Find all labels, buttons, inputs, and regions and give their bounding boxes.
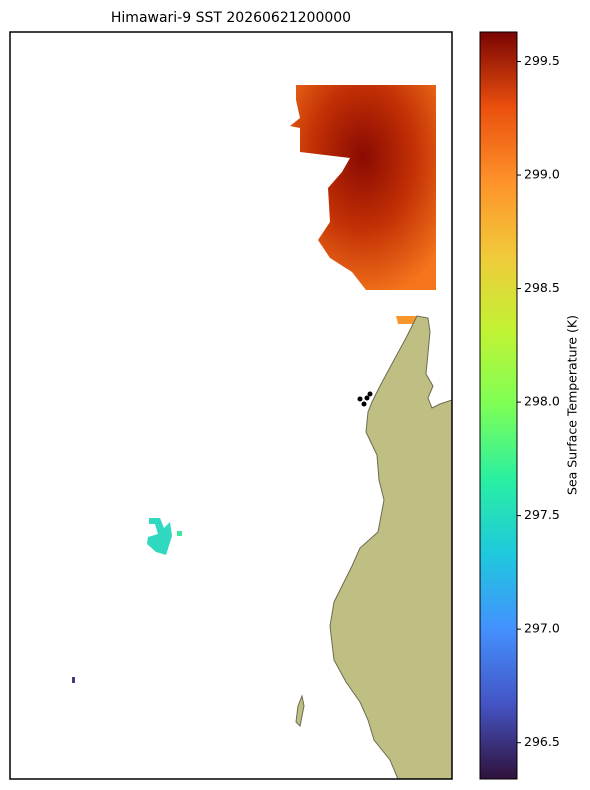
colorbar-tick-label: 297.5	[524, 507, 560, 522]
colorbar-tick-label: 299.5	[524, 53, 560, 68]
colorbar-tick-label: 299.0	[524, 167, 560, 182]
colorbar-tick-label: 298.5	[524, 280, 560, 295]
map	[9, 31, 453, 780]
sst-patch	[72, 677, 75, 683]
sst-patch	[290, 85, 436, 290]
title: Himawari-9 SST 20260621200000	[111, 10, 351, 26]
colorbar-tick-label: 297.0	[524, 621, 560, 636]
sst-patch	[177, 531, 182, 536]
colorbar-tick-label: 296.5	[524, 734, 560, 749]
island	[295, 694, 305, 728]
land	[329, 315, 453, 780]
sst-patch	[396, 316, 418, 324]
colorbar	[479, 31, 518, 780]
points	[357, 391, 373, 407]
map-frame	[9, 31, 453, 780]
colorbar-label: Sea Surface Temperature (K)	[565, 315, 580, 495]
sst-patch	[147, 518, 172, 555]
colorbar-tick-label: 298.0	[524, 394, 560, 409]
